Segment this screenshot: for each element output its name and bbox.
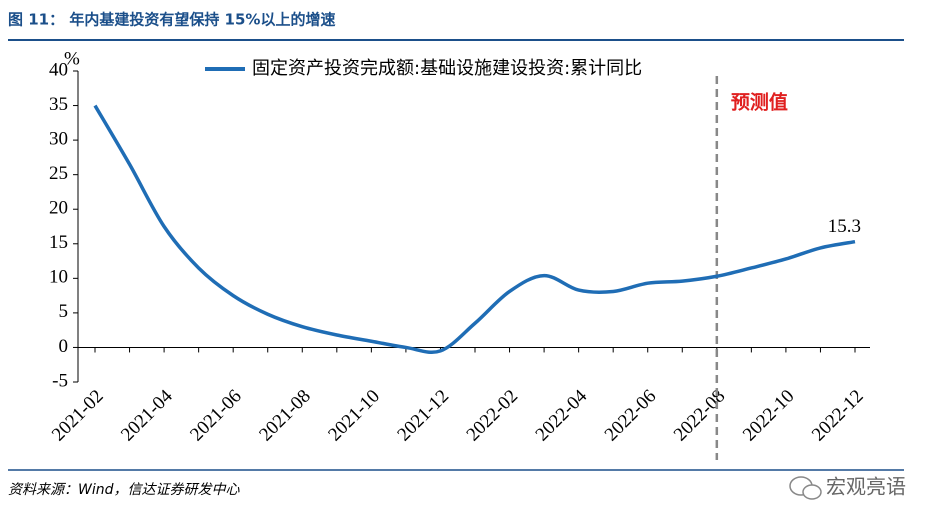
- chart-title: 图 11： 年内基建投资有望保持 15%以上的增速: [8, 11, 335, 29]
- x-tick-label: 2021-02: [48, 386, 108, 446]
- annotation: 预测值: [731, 91, 788, 114]
- x-tick-label: 2021-04: [117, 385, 177, 445]
- y-unit: %: [64, 48, 80, 69]
- y-tick-label: 15: [49, 232, 68, 253]
- x-tick-label: 2022-04: [532, 385, 592, 445]
- watermark: 宏观亮语: [826, 475, 906, 499]
- source: 资料来源：Wind，信达证券研发中心: [8, 482, 240, 498]
- x-tick-label: 2021-06: [186, 386, 246, 446]
- y-tick-label: 0: [59, 336, 69, 357]
- x-tick-label: 2021-10: [324, 386, 384, 446]
- watermark-icon: [789, 476, 822, 500]
- data-label: 15.3: [828, 216, 861, 237]
- x-tick-label: 2022-12: [808, 386, 868, 446]
- x-tick-label: 2022-08: [670, 386, 730, 446]
- y-tick-label: 10: [49, 267, 68, 288]
- y-tick-label: 30: [49, 128, 68, 149]
- y-tick-label: 25: [49, 163, 68, 184]
- y-tick-label: 20: [49, 198, 68, 219]
- y-tick-label: 35: [49, 94, 68, 115]
- y-tick-label: 5: [59, 301, 69, 322]
- y-tick-label: -5: [52, 370, 68, 391]
- x-tick-label: 2022-10: [739, 386, 799, 446]
- x-tick-label: 2022-06: [601, 386, 661, 446]
- x-tick-label: 2021-12: [393, 386, 453, 446]
- y-tick-label: 40: [49, 59, 68, 80]
- x-tick-label: 2022-02: [463, 386, 523, 446]
- x-tick-label: 2021-08: [255, 386, 315, 446]
- series-line: [93, 104, 856, 355]
- legend-label: 固定资产投资完成额:基础设施建设投资:累计同比: [252, 58, 642, 79]
